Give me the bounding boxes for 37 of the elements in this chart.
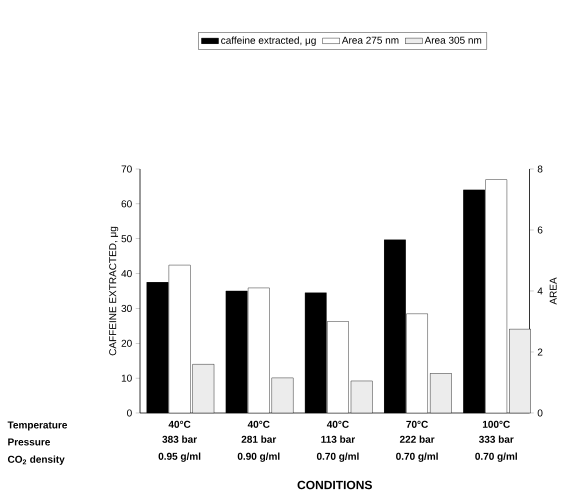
y-tick-label: 70 [122,165,132,173]
text: 0.70 g/ml [316,452,359,462]
x-tick-label: 40°C [168,420,190,428]
y-tick-label: 30 [121,304,132,312]
y2-tick-label: 4 [538,288,543,294]
x-tick-label: 40°C [326,420,349,428]
text: 0.90 g/ml [238,452,280,462]
text: 0.70 g/ml [475,452,517,462]
legend-label: caffeine extracted, μg [221,36,316,46]
x-tick-label: 70°C [406,420,428,428]
text: Pressure [8,438,50,446]
text: 113 bar [321,436,355,443]
y-axis-title: CAFFEINE EXTRACTED, μg [109,226,118,356]
x-axis-title: CONDITIONS [298,480,372,490]
legend-label: Area 305 nm [424,36,482,44]
y2-tick-label: 0 [538,409,542,417]
legend-label: Area 275 nm [342,36,398,44]
y2-tick-label: 2 [538,348,542,356]
y2-tick-label: 6 [538,226,542,234]
text: 383 bar [162,436,197,443]
text: 0.95 g/ml [158,452,200,462]
text: 281 bar [242,436,276,443]
x-tick-label: 40°C [248,420,270,428]
y-tick-label: 0 [127,409,132,417]
y2-tick-label: 8 [538,165,542,173]
text: Temperature [8,422,68,430]
y2-axis-title: AREA [550,277,557,305]
y-tick-label: 60 [122,200,132,208]
text: 222 bar [400,436,434,443]
text: 333 bar [478,436,514,443]
y-tick-label: 20 [122,340,132,347]
y-tick-label: 40 [121,270,132,278]
y-tick-label: 10 [122,374,132,382]
y-tick-label: 50 [121,235,132,242]
text: 0.70 g/ml [396,452,438,462]
text: CO$_{2}$ density [8,456,65,465]
x-tick-label: 100°C [482,420,510,428]
